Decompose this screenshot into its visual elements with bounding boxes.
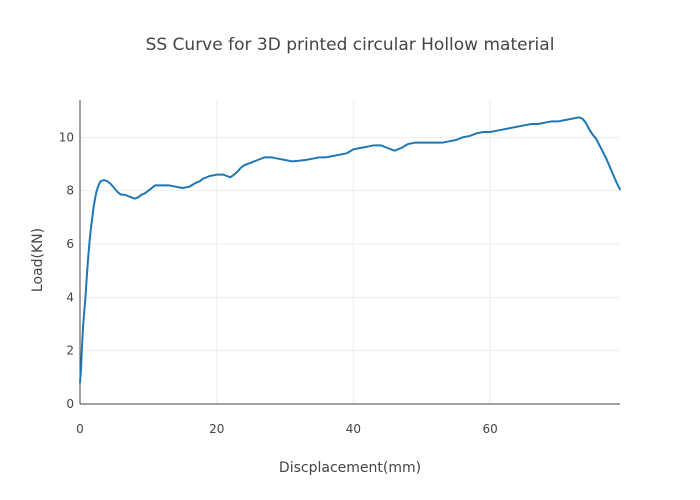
y-axis-title: Load(KN)	[30, 228, 46, 292]
series-line	[79, 116, 621, 384]
x-tick-label: 0	[76, 422, 84, 436]
y-tick-label: 6	[66, 237, 74, 251]
axes	[79, 100, 620, 405]
x-tick-label: 20	[209, 422, 224, 436]
x-axis-title: Discplacement(mm)	[279, 460, 421, 476]
x-tick-label: 60	[482, 422, 497, 436]
y-tick-label: 10	[59, 130, 74, 144]
tick-labels: 0 2 4 6 8 10 0 20 40 60	[59, 130, 498, 436]
grid-lines	[80, 100, 620, 404]
chart-title: SS Curve for 3D printed circular Hollow …	[146, 35, 555, 55]
y-tick-label: 0	[66, 397, 74, 411]
series-layer	[79, 116, 621, 384]
y-tick-label: 4	[66, 290, 74, 304]
y-tick-label: 8	[66, 184, 74, 198]
y-tick-label: 2	[66, 344, 74, 358]
x-tick-label: 40	[346, 422, 361, 436]
